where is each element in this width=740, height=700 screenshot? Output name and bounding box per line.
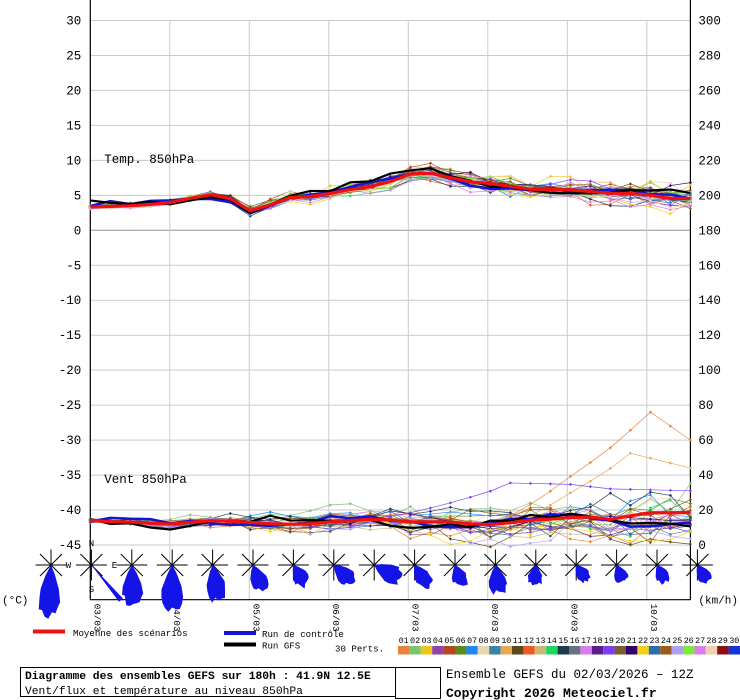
svg-text:0: 0	[698, 539, 706, 553]
svg-text:04: 04	[433, 637, 443, 646]
svg-text:200: 200	[698, 189, 721, 203]
svg-text:08/03: 08/03	[489, 604, 500, 632]
svg-text:-5: -5	[66, 259, 81, 273]
svg-text:40: 40	[698, 469, 713, 483]
svg-text:16: 16	[570, 637, 580, 646]
svg-text:13: 13	[536, 637, 546, 646]
svg-text:24: 24	[661, 637, 671, 646]
svg-text:15: 15	[66, 119, 81, 133]
svg-text:25: 25	[66, 50, 81, 64]
svg-text:07/03: 07/03	[409, 604, 420, 632]
svg-text:12: 12	[524, 637, 534, 646]
svg-text:01: 01	[399, 637, 409, 646]
svg-text:15: 15	[558, 637, 568, 646]
svg-text:05: 05	[444, 637, 454, 646]
svg-text:-10: -10	[59, 294, 82, 308]
svg-text:Run GFS: Run GFS	[262, 641, 301, 652]
svg-text:20: 20	[615, 637, 625, 646]
svg-text:(°C): (°C)	[2, 596, 28, 608]
svg-text:120: 120	[698, 329, 721, 343]
svg-text:240: 240	[698, 119, 721, 133]
svg-text:180: 180	[698, 224, 721, 238]
svg-text:0: 0	[74, 224, 82, 238]
svg-text:07: 07	[467, 637, 477, 646]
svg-text:80: 80	[698, 399, 713, 413]
svg-text:140: 140	[698, 294, 721, 308]
svg-text:30: 30	[729, 637, 739, 646]
svg-text:22: 22	[638, 637, 648, 646]
svg-text:Moyenne des scénarios: Moyenne des scénarios	[73, 628, 188, 639]
svg-text:06/03: 06/03	[330, 604, 341, 632]
svg-text:220: 220	[698, 154, 721, 168]
svg-text:100: 100	[698, 364, 721, 378]
svg-text:02: 02	[410, 637, 420, 646]
svg-text:N: N	[89, 539, 94, 549]
svg-text:03: 03	[422, 637, 432, 646]
svg-text:05/03: 05/03	[250, 604, 261, 632]
svg-text:17: 17	[581, 637, 591, 646]
svg-text:27: 27	[695, 637, 705, 646]
svg-text:20: 20	[66, 84, 81, 98]
svg-text:09/03: 09/03	[568, 604, 579, 632]
svg-text:10: 10	[501, 637, 511, 646]
svg-text:14: 14	[547, 637, 557, 646]
svg-text:25: 25	[672, 637, 682, 646]
svg-text:-30: -30	[59, 434, 82, 448]
svg-text:-25: -25	[59, 399, 82, 413]
svg-text:W: W	[66, 561, 72, 571]
svg-text:23: 23	[650, 637, 660, 646]
svg-text:Temp. 850hPa: Temp. 850hPa	[104, 153, 195, 167]
svg-text:10/03: 10/03	[648, 604, 659, 632]
svg-text:(km/h): (km/h)	[698, 596, 738, 608]
svg-text:-40: -40	[59, 504, 82, 518]
svg-text:19: 19	[604, 637, 614, 646]
svg-text:30 Perts.: 30 Perts.	[335, 644, 384, 655]
svg-text:10: 10	[66, 154, 81, 168]
svg-text:60: 60	[698, 434, 713, 448]
svg-text:260: 260	[698, 84, 721, 98]
svg-text:280: 280	[698, 50, 721, 64]
svg-text:Run de contrôle: Run de contrôle	[262, 629, 344, 640]
svg-text:18: 18	[593, 637, 603, 646]
svg-text:S: S	[89, 585, 94, 595]
svg-text:300: 300	[698, 15, 721, 29]
svg-text:20: 20	[698, 504, 713, 518]
svg-text:06: 06	[456, 637, 466, 646]
svg-text:Vent 850hPa: Vent 850hPa	[104, 473, 187, 487]
svg-text:30: 30	[66, 15, 81, 29]
svg-text:5: 5	[74, 189, 82, 203]
svg-text:29: 29	[718, 637, 728, 646]
svg-text:21: 21	[627, 637, 637, 646]
svg-text:26: 26	[684, 637, 694, 646]
svg-text:11: 11	[513, 637, 523, 646]
svg-text:09: 09	[490, 637, 500, 646]
svg-text:-15: -15	[59, 329, 82, 343]
svg-text:-45: -45	[59, 539, 82, 553]
svg-text:-35: -35	[59, 469, 82, 483]
svg-text:08: 08	[479, 637, 489, 646]
svg-text:E: E	[112, 561, 117, 571]
svg-text:28: 28	[707, 637, 717, 646]
svg-text:160: 160	[698, 259, 721, 273]
svg-text:-20: -20	[59, 364, 82, 378]
